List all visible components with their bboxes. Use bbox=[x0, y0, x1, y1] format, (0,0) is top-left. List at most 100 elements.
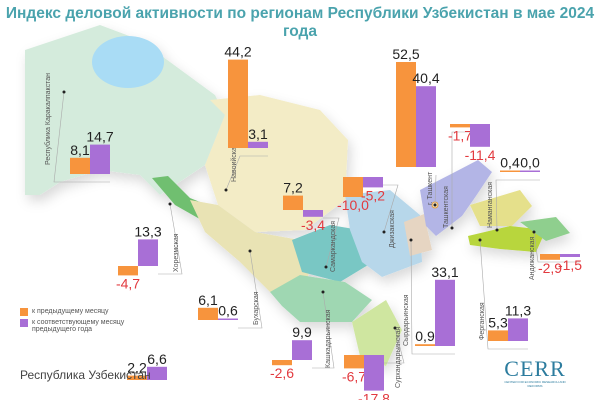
region-dot bbox=[62, 90, 66, 94]
region-andijan bbox=[520, 217, 570, 241]
value-label-prev-month: 52,5 bbox=[392, 46, 419, 62]
value-label-prev-year: 0,6 bbox=[218, 303, 238, 319]
region-label: Ферганская bbox=[479, 302, 486, 340]
value-label-prev-year: 9,9 bbox=[292, 324, 312, 340]
leader-line bbox=[323, 217, 340, 268]
legend-swatch-purple bbox=[20, 319, 28, 327]
region-tashkent bbox=[420, 160, 492, 236]
bar-prev-year bbox=[508, 318, 528, 341]
bar-prev-month bbox=[343, 177, 363, 197]
value-label-prev-month: -4,7 bbox=[116, 275, 140, 291]
region-dot bbox=[495, 228, 499, 232]
bar-prev-year bbox=[470, 124, 490, 147]
bar-prev-year bbox=[520, 170, 540, 172]
value-label-prev-month: 2,2 bbox=[127, 360, 147, 376]
legend-item-prev-month: к предыдущему месяцу bbox=[20, 308, 152, 316]
bar-prev-month bbox=[540, 254, 560, 260]
region-dot bbox=[433, 203, 437, 207]
bar-prev-year bbox=[363, 177, 383, 188]
chart-tashkent_region: Ташкентская -1,7 -11,4 bbox=[443, 124, 496, 230]
value-label-prev-month: -10,0 bbox=[337, 197, 369, 213]
value-label-prev-month: 7,2 bbox=[283, 180, 303, 196]
national-label: Республика Узбекистан bbox=[20, 368, 151, 382]
leader-line bbox=[495, 179, 540, 231]
bar-prev-month bbox=[415, 344, 435, 346]
region-dot bbox=[321, 290, 325, 294]
leader-line bbox=[434, 174, 437, 206]
region-label: Джизакская bbox=[389, 210, 396, 248]
region-surkhandarya bbox=[352, 300, 402, 366]
region-label: Кашкадарьинская bbox=[325, 309, 332, 368]
chart-surkhandarya: Сурхандарьинская -6,7 -17,8 bbox=[342, 326, 405, 400]
value-label-prev-month: 0,9 bbox=[415, 328, 435, 344]
chart-tashkent_city: г. Ташкент 52,5 40,4 bbox=[392, 46, 440, 207]
leader-line bbox=[384, 327, 405, 364]
value-label-prev-year: 3,1 bbox=[248, 126, 268, 142]
region-dot bbox=[478, 238, 482, 242]
region-label: Андижанская bbox=[529, 236, 536, 280]
bar-prev-month bbox=[198, 307, 218, 320]
bar-prev-year bbox=[90, 144, 110, 174]
value-label-prev-year: 13,3 bbox=[134, 223, 161, 239]
leader-line bbox=[533, 231, 580, 263]
logo-text: CERR bbox=[504, 356, 566, 381]
bar-prev-month bbox=[344, 355, 364, 369]
region-label: Сурхандарьинская bbox=[395, 327, 402, 388]
value-label-prev-year: -5,2 bbox=[361, 187, 385, 203]
value-label-prev-year: -17,8 bbox=[358, 391, 390, 400]
region-label: Республика Каракалпакстан bbox=[44, 73, 52, 165]
region-dot bbox=[224, 188, 228, 192]
value-label-prev-month: -2,9 bbox=[538, 260, 562, 276]
chart-khorezm: Хорезмская -4,7 13,3 bbox=[116, 202, 183, 291]
value-label-prev-month: 6,1 bbox=[198, 292, 218, 308]
value-label-prev-year: 11,3 bbox=[505, 302, 531, 318]
region-fergana bbox=[468, 226, 546, 252]
leader-line bbox=[238, 250, 263, 329]
bar-prev-year bbox=[416, 86, 436, 167]
region-dot bbox=[450, 226, 454, 230]
region-jizzakh bbox=[345, 190, 422, 277]
bar-prev-year bbox=[248, 141, 268, 148]
page-title: Индекс деловой активности по регионам Ре… bbox=[5, 5, 595, 40]
bar-prev-month bbox=[70, 157, 90, 174]
leader-line bbox=[53, 91, 110, 183]
bar-prev-year bbox=[303, 210, 323, 217]
region-karakalpakstan bbox=[25, 25, 225, 195]
value-label-prev-month: 8,1 bbox=[70, 142, 90, 158]
bar-prev-month bbox=[488, 330, 508, 341]
bar-prev-month bbox=[500, 170, 520, 172]
leader-line bbox=[383, 184, 399, 233]
value-label-prev-month: -2,6 bbox=[270, 365, 294, 381]
chart-andijan: Андижанская -2,9-1,5 bbox=[529, 230, 582, 280]
chart-karakalpakstan: Республика Каракалпакстан 8,114,7 bbox=[44, 73, 114, 183]
bar-prev-month bbox=[283, 195, 303, 210]
leader-line bbox=[225, 155, 268, 191]
chart-samarkand: Самаркандская 7,2 -3,4 bbox=[283, 180, 340, 272]
value-label-prev-month: 0,4 bbox=[500, 155, 520, 171]
legend: к предыдущему месяцу к соответствующему … bbox=[20, 308, 152, 336]
bar-prev-year bbox=[364, 355, 384, 391]
region-namangan bbox=[470, 190, 532, 226]
value-label-prev-year: 40,4 bbox=[412, 70, 439, 86]
logo-subtitle: CENTER FOR ECONOMIC RESEARCH AND REFORMS bbox=[504, 380, 566, 388]
bar-prev-year bbox=[138, 239, 158, 266]
bar-prev-year bbox=[147, 366, 167, 380]
bar-prev-year bbox=[560, 254, 580, 257]
chart-namangan: Наманганская 0,4 0,0 bbox=[487, 155, 540, 232]
value-label-prev-month: -1,7 bbox=[448, 127, 472, 143]
leader-line bbox=[158, 203, 183, 275]
region-kashkadarya bbox=[270, 275, 372, 322]
region-dot bbox=[409, 238, 413, 242]
value-label-prev-month: 44,2 bbox=[224, 44, 251, 60]
region-label: г. Ташкент bbox=[427, 171, 434, 205]
value-label-prev-month: 5,3 bbox=[488, 314, 508, 330]
chart-fergana: Ферганская 5,311,3 bbox=[478, 238, 531, 350]
aral-sea bbox=[92, 36, 164, 88]
region-label: Сырдарьинская bbox=[403, 294, 410, 346]
leader-line bbox=[410, 239, 455, 355]
value-label-prev-year: -3,4 bbox=[301, 217, 325, 233]
region-label: Наманганская bbox=[487, 182, 494, 228]
legend-label: к соответствующему месяцу предыдущего го… bbox=[32, 319, 125, 333]
leader-line bbox=[312, 291, 335, 369]
